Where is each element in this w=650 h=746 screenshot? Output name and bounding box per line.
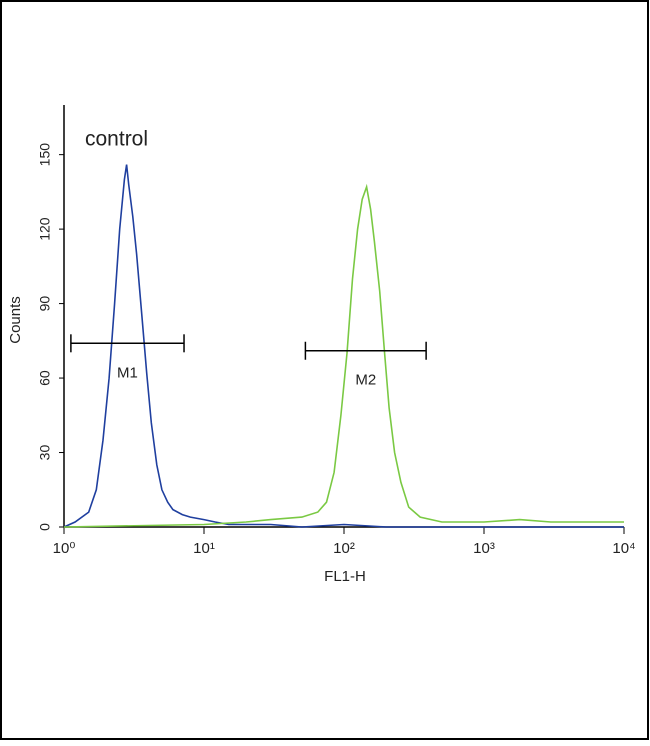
x-tick-label: 10³ xyxy=(473,540,495,557)
x-axis-label: FL1-H xyxy=(324,568,366,585)
y-tick-label: 30 xyxy=(37,445,53,461)
y-tick-label: 120 xyxy=(37,217,53,241)
series-line xyxy=(63,183,624,528)
annotation: control xyxy=(85,128,148,151)
y-tick-label: 60 xyxy=(37,370,53,386)
y-tick-label: 0 xyxy=(37,523,53,531)
y-tick-label: 90 xyxy=(37,296,53,312)
x-tick-label: 10² xyxy=(333,540,355,557)
x-tick-label: 10¹ xyxy=(193,540,215,557)
x-tick-label: 10⁰ xyxy=(53,540,76,557)
y-tick-label: 150 xyxy=(37,143,53,167)
x-tick-label: 10⁴ xyxy=(612,540,635,557)
gate-label: M1 xyxy=(117,364,138,381)
y-axis-label: Counts xyxy=(7,296,24,344)
gate-label: M2 xyxy=(355,372,376,389)
series-line xyxy=(63,164,624,528)
